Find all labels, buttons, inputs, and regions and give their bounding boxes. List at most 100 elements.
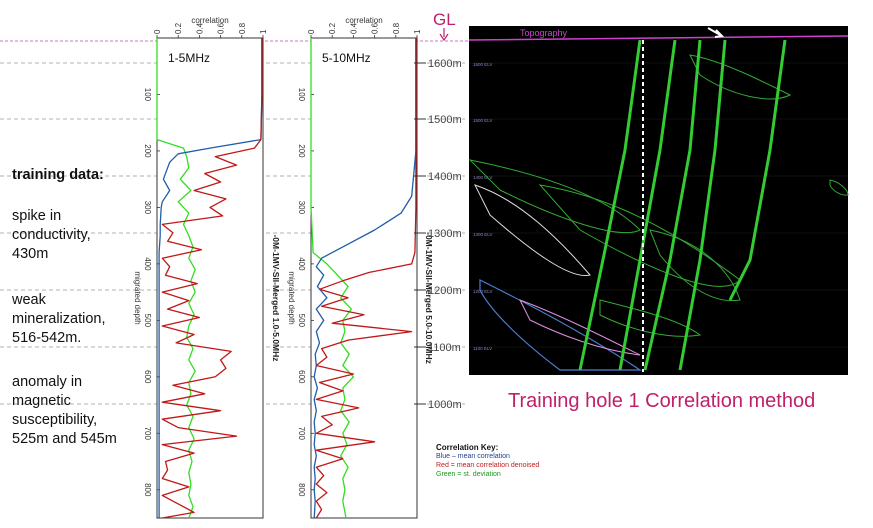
plot-frame [310, 37, 418, 519]
elevation-tick-label: 1300m [428, 228, 462, 240]
note-line: spike in [12, 208, 62, 224]
section-background [469, 26, 848, 375]
x-tick-label: 0 [307, 29, 316, 34]
white-mesh [474, 184, 591, 277]
training-heading: training data: [12, 167, 104, 183]
x-axis-label: correlation [345, 16, 382, 25]
ore-body-mesh [829, 179, 849, 196]
y-axis-label: migrated depth [133, 271, 142, 324]
section-elev-label: 1600 ELV [473, 62, 492, 67]
note-line: susceptibility, [12, 412, 98, 428]
y-tick-label: 600 [143, 370, 152, 384]
x-tick-label: 0.2 [328, 22, 337, 34]
y-tick-label: 400 [297, 257, 306, 271]
elevation-ticks: 1600m 1500m 1400m 1300m 1200m 1100m 1000m [414, 58, 462, 411]
y-tick-label: 600 [297, 370, 306, 384]
note-line: conductivity, [12, 227, 91, 243]
y-tick-label: 200 [297, 144, 306, 158]
x-tick-label: 0.6 [371, 22, 380, 34]
series-line [310, 38, 355, 519]
topography-label: Topography [520, 28, 568, 38]
note-line: magnetic [12, 393, 71, 409]
figure-caption: Training hole 1 Correlation method [508, 390, 816, 412]
y-tick-label: 300 [143, 201, 152, 215]
x-tick-label: 0.8 [392, 22, 401, 34]
geological-section: Topography 1600 ELV 1500 ELV 1400 ELV 1300 E… [468, 26, 849, 375]
x-tick-label: 0.4 [195, 22, 204, 34]
note-conductivity: spike in conductivity, 430m [12, 207, 91, 264]
note-line: weak [12, 292, 46, 308]
x-tick-label: 1 [413, 29, 422, 34]
y-tick-label: 800 [297, 483, 306, 497]
note-line: mineralization, [12, 311, 106, 327]
y-tick-label: 300 [297, 201, 306, 215]
x-tick-label: 0.6 [217, 22, 226, 34]
x-tick-label: 0 [153, 29, 162, 34]
series-line [315, 38, 417, 519]
note-line: 516-542m. [12, 330, 82, 346]
elevation-tick-label: 1600m [428, 58, 462, 70]
panel-side-label: -0M-1MV-SII-Merged 5.0-10.0MHz [424, 232, 434, 364]
elevation-tick-label: 1400m [428, 171, 462, 183]
elevation-tick-label: 1000m [428, 399, 462, 411]
y-tick-label: 700 [143, 427, 152, 441]
series-line [158, 38, 263, 518]
section-elev-label: 1500 ELV [473, 118, 492, 123]
key-title: Correlation Key: [436, 443, 499, 452]
elevation-tick-label: 1500m [428, 114, 462, 126]
x-tick-label: 0.8 [238, 22, 247, 34]
x-axis-label: correlation [191, 16, 228, 25]
drill-hole [643, 39, 702, 371]
ground-level-arrow [439, 28, 449, 42]
y-tick-label: 100 [297, 88, 306, 102]
y-axis-label: migrated depth [287, 271, 296, 324]
panel-label: 1-5MHz [168, 51, 210, 65]
note-mineralization: weak mineralization, 516-542m. [12, 291, 106, 348]
arrow-icon [707, 27, 725, 38]
elevation-tick-label: 1200m [428, 285, 462, 297]
note-magnetic: anomaly in magnetic susceptibility, 525m an… [12, 373, 117, 449]
x-tick-label: 0.4 [349, 22, 358, 34]
panel-side-label: -0M-1MV-SII-Merged 1.0-5.0MHz [271, 234, 281, 361]
y-tick-label: 200 [143, 144, 152, 158]
log-panel-5-10mhz: 0 0.2 0.4 0.6 0.8 1 correlation 100 200 300 400 500… [287, 16, 434, 519]
y-tick-label: 700 [297, 427, 306, 441]
drill-hole [618, 39, 677, 371]
topography-line [468, 35, 849, 41]
x-tick-label: 1 [259, 29, 268, 34]
ore-body-mesh [689, 54, 792, 100]
log-panel-1-5mhz: 0 0.2 0.4 0.6 0.8 1 correlation 100 200 300 400 500… [133, 16, 281, 519]
elevation-tick-label: 1100m [428, 342, 461, 354]
drill-hole [678, 39, 727, 371]
ore-body-mesh [599, 299, 702, 337]
ground-level-label: GL [433, 10, 456, 29]
y-tick-label: 800 [143, 483, 152, 497]
y-tick-label: 400 [143, 257, 152, 271]
note-line: 525m and 545m [12, 431, 117, 447]
note-line: anomaly in [12, 374, 83, 390]
series-line [313, 38, 417, 519]
y-tick-label: 500 [143, 314, 152, 328]
plot-frame [156, 37, 264, 519]
y-tick-label: 500 [297, 314, 306, 328]
section-elev-label: 1300 ELV [473, 232, 492, 237]
correlation-key: Correlation Key: Blue – mean correlation… [436, 443, 539, 479]
pink-mesh [518, 299, 641, 356]
drill-hole [578, 39, 642, 371]
panel-label: 5-10MHz [322, 51, 371, 65]
series-line [156, 38, 196, 519]
y-tick-label: 100 [143, 88, 152, 102]
note-line: 430m [12, 246, 49, 262]
ore-body-mesh [649, 229, 741, 302]
ore-body-mesh [468, 159, 641, 234]
key-item: Green = st. deviation [436, 471, 501, 478]
x-tick-label: 0.2 [174, 22, 183, 34]
section-elev-label: 1400 ELV [473, 175, 492, 180]
key-item: Blue – mean correlation [436, 453, 510, 460]
section-elev-label: 1200 ELV [473, 289, 492, 294]
section-elev-label: 1100 ELV [473, 346, 492, 351]
key-item: Red = mean correlation denoised [436, 462, 540, 469]
series-line [161, 38, 263, 519]
drill-hole [728, 39, 787, 301]
